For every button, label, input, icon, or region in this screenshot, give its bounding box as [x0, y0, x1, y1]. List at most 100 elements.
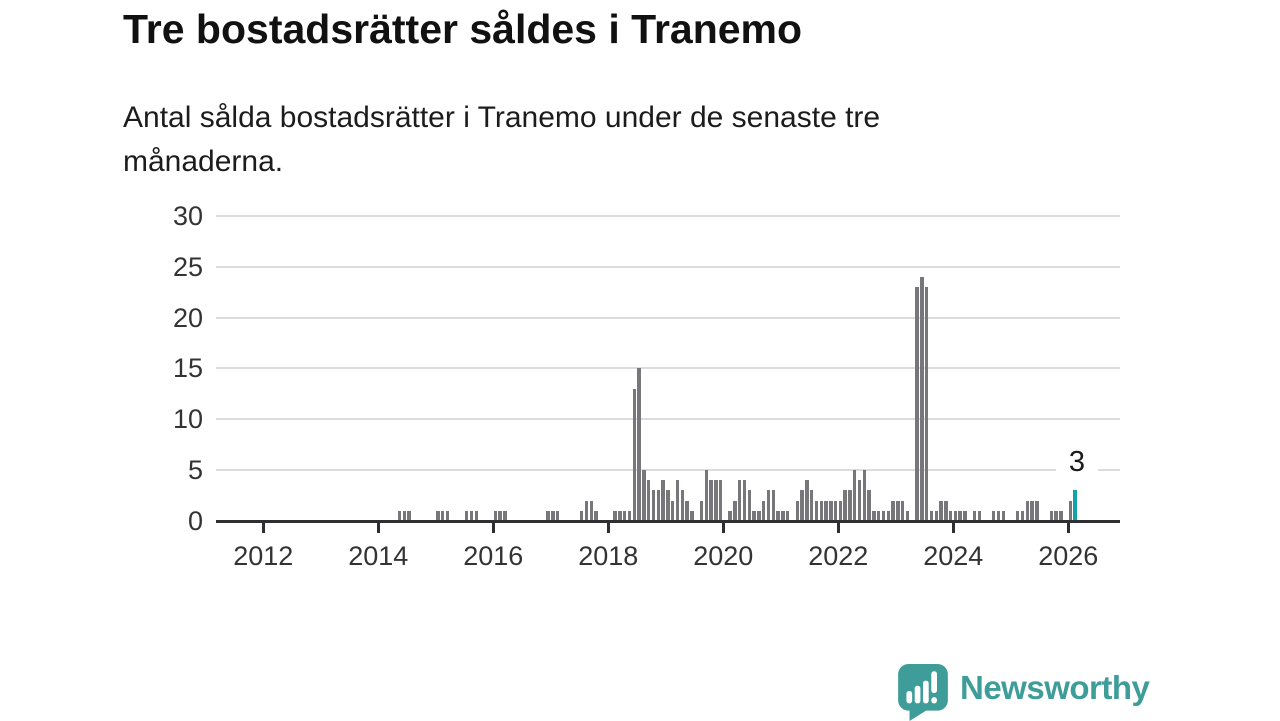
- bar: [699, 500, 704, 521]
- bar: [551, 510, 555, 521]
- bar: [637, 368, 641, 521]
- bar: [685, 500, 689, 521]
- bar: [1054, 510, 1058, 521]
- y-axis-label-30: 30: [172, 200, 203, 231]
- newsworthy-logo: Newsworthy: [898, 663, 1150, 721]
- bar: [469, 510, 474, 521]
- bar: [584, 500, 589, 521]
- x-tick-2016: [491, 523, 495, 533]
- chart-x-axis-line: [216, 520, 1120, 523]
- last-bar-value-label: 3: [1056, 444, 1098, 480]
- x-axis-label-2012: 2012: [233, 541, 294, 571]
- y-axis-label-0: 0: [187, 506, 203, 536]
- bar: [1068, 500, 1073, 521]
- x-tick-2024: [951, 523, 955, 533]
- bar: [800, 490, 804, 521]
- bar: [766, 490, 771, 521]
- subtitle-line-1: Antal sålda bostadsrätter i Tranemo unde…: [123, 101, 881, 134]
- bar: [771, 490, 775, 521]
- bar: [752, 510, 756, 521]
- bar: [867, 490, 871, 521]
- bar: [1025, 500, 1029, 521]
- bar: [900, 500, 905, 521]
- bar: [546, 510, 550, 521]
- bar: [1059, 510, 1063, 521]
- gridline-25: [216, 265, 1120, 268]
- y-axis-label-5: 5: [187, 455, 203, 486]
- gridline-5: [216, 469, 1120, 472]
- bar: [594, 510, 598, 521]
- bar: [675, 480, 680, 521]
- x-axis-label-2026: 2026: [1038, 541, 1099, 571]
- bar: [939, 500, 943, 521]
- bar: [857, 480, 862, 521]
- bar: [666, 490, 670, 521]
- bar: [680, 490, 684, 521]
- bar: [972, 510, 977, 521]
- bar: [397, 510, 402, 521]
- bar: [1035, 500, 1039, 521]
- x-axis-label-2022: 2022: [808, 541, 869, 571]
- bar: [795, 500, 799, 521]
- bar: [920, 276, 924, 521]
- bar: [929, 510, 934, 521]
- bar: [1049, 510, 1053, 521]
- bar: [709, 480, 713, 521]
- bar: [843, 490, 847, 521]
- y-axis-label-10: 10: [172, 404, 203, 435]
- bar: [896, 500, 900, 521]
- bar: [623, 510, 627, 521]
- bar: [805, 480, 809, 521]
- bar: [992, 510, 996, 521]
- bar: [718, 480, 723, 521]
- bar: [891, 500, 895, 521]
- bar: [1015, 510, 1020, 521]
- bar: [1030, 500, 1034, 521]
- x-axis-label-2024: 2024: [923, 541, 984, 571]
- chart-subtitle: Antal sålda bostadsrätter i Tranemo unde…: [123, 96, 1183, 184]
- x-tick-2020: [721, 523, 725, 533]
- newsworthy-logo-icon: [898, 663, 948, 721]
- bar: [915, 287, 919, 521]
- x-axis-label-2014: 2014: [348, 541, 409, 571]
- x-axis-label-2016: 2016: [463, 541, 524, 571]
- bar: [747, 490, 752, 521]
- bar: [963, 510, 967, 521]
- bar: [728, 510, 732, 521]
- x-tick-2012: [261, 523, 265, 533]
- bar: [733, 500, 737, 521]
- bar: [872, 510, 876, 521]
- bar: [402, 510, 407, 521]
- bar: [627, 510, 632, 521]
- bar: [757, 510, 761, 521]
- bar: [647, 480, 651, 521]
- bar: [853, 470, 857, 521]
- bar: [738, 480, 742, 521]
- x-tick-2014: [376, 523, 380, 533]
- y-axis-label-20: 20: [172, 302, 203, 333]
- bar: [877, 510, 881, 521]
- bar: [440, 510, 445, 521]
- bar: [589, 500, 593, 521]
- bar: [704, 470, 708, 521]
- bar: [819, 500, 823, 521]
- y-axis-label-15: 15: [172, 353, 203, 384]
- bar: [785, 510, 790, 521]
- bar: [714, 480, 718, 521]
- bar: [498, 510, 502, 521]
- bar: [776, 510, 780, 521]
- bar: [838, 500, 843, 521]
- bar: [503, 510, 507, 521]
- bar: [934, 510, 938, 521]
- bar: [656, 490, 660, 521]
- bar: [958, 510, 962, 521]
- bar: [924, 287, 929, 521]
- bar-chart: 0 5 10 15 20 25 30 2012 2014 2016 2018 2020 2022 202…: [172, 200, 1120, 571]
- bar: [651, 490, 656, 521]
- bar: [944, 500, 948, 521]
- newsworthy-logo-text: Newsworthy: [960, 669, 1150, 706]
- bar-latest: [1073, 490, 1077, 521]
- bar: [690, 510, 694, 521]
- bar: [642, 470, 646, 521]
- bar: [829, 500, 833, 521]
